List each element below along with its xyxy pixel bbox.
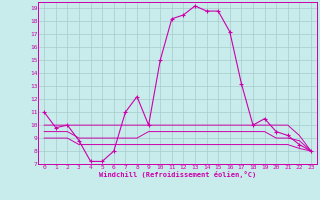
X-axis label: Windchill (Refroidissement éolien,°C): Windchill (Refroidissement éolien,°C) (99, 171, 256, 178)
